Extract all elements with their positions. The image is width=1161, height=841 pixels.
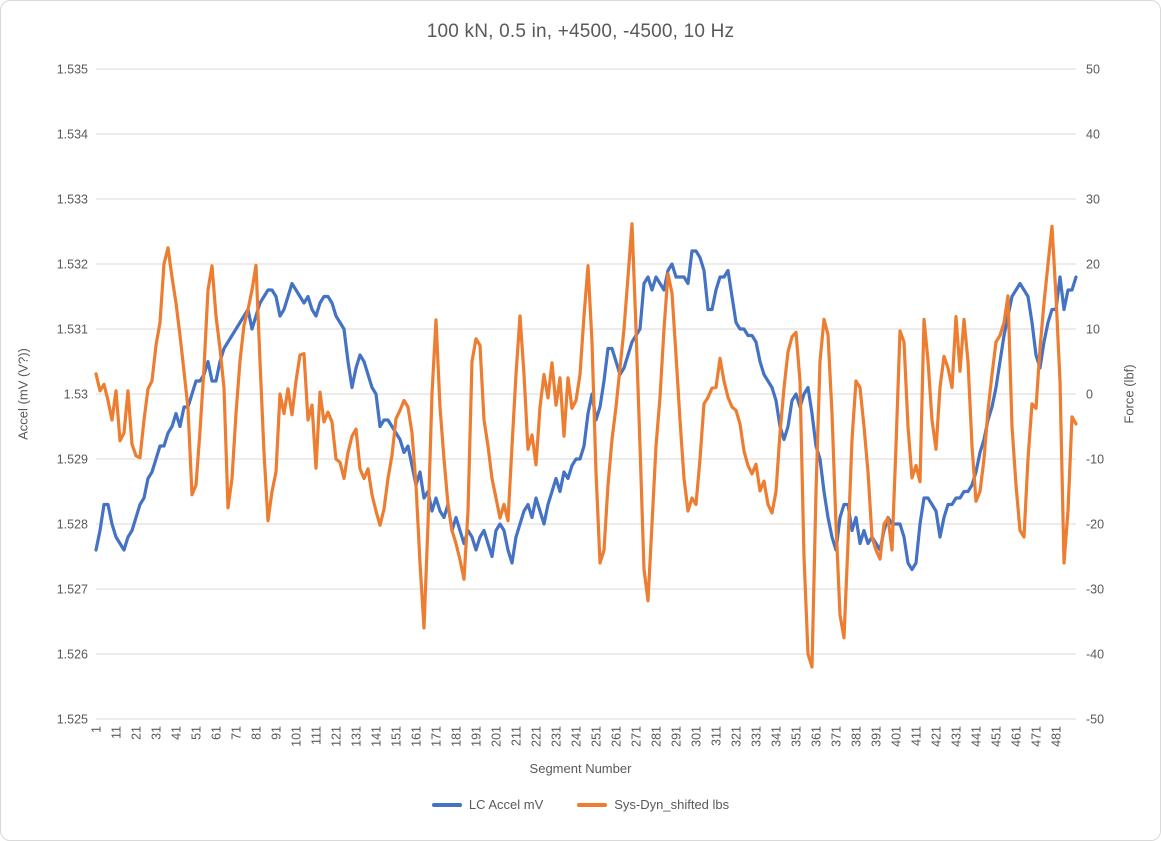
svg-text:11: 11 — [110, 726, 124, 739]
svg-text:281: 281 — [650, 726, 664, 747]
svg-text:341: 341 — [770, 726, 784, 747]
svg-text:161: 161 — [410, 726, 424, 747]
svg-text:-10: -10 — [1086, 453, 1104, 467]
svg-text:211: 211 — [510, 726, 524, 746]
force-line-swatch — [577, 802, 608, 807]
accel-series-line — [94, 249, 1078, 572]
right-axis-tick-labels: 50 40 30 20 10 0 -10 -20 -30 -40 -50 — [1086, 63, 1104, 727]
svg-text:-30: -30 — [1086, 583, 1104, 597]
svg-text:131: 131 — [350, 726, 364, 747]
svg-text:1.534: 1.534 — [57, 128, 88, 142]
svg-text:1.529: 1.529 — [57, 453, 88, 467]
right-axis-title: Force (lbf) — [1121, 364, 1137, 424]
chart-legend: LC Accel mV Sys-Dyn_shifted lbs — [1, 797, 1160, 812]
svg-text:271: 271 — [630, 726, 644, 747]
x-axis-tick-labels: 1 11 21 31 41 51 61 71 81 91 101 111 121 131 141 151 161… — [90, 726, 1064, 747]
accel-line-swatch — [431, 802, 462, 807]
svg-text:471: 471 — [1030, 726, 1044, 747]
svg-text:1.525: 1.525 — [57, 713, 88, 727]
svg-text:50: 50 — [1086, 63, 1100, 77]
svg-text:1.53: 1.53 — [64, 388, 88, 402]
svg-text:321: 321 — [730, 726, 744, 747]
svg-text:71: 71 — [230, 726, 244, 740]
svg-text:381: 381 — [850, 726, 864, 747]
force-series-line — [94, 222, 1078, 669]
svg-text:40: 40 — [1086, 128, 1100, 142]
svg-text:251: 251 — [590, 726, 604, 747]
svg-text:1.535: 1.535 — [57, 63, 88, 77]
svg-text:101: 101 — [290, 726, 304, 747]
svg-text:1.533: 1.533 — [57, 193, 88, 207]
svg-text:1.526: 1.526 — [57, 648, 88, 662]
svg-text:1.527: 1.527 — [57, 583, 88, 597]
svg-text:181: 181 — [450, 726, 464, 747]
svg-text:261: 261 — [610, 726, 624, 747]
svg-text:461: 461 — [1010, 726, 1024, 747]
svg-text:371: 371 — [830, 726, 844, 747]
svg-text:311: 311 — [710, 726, 724, 746]
svg-text:21: 21 — [130, 726, 144, 740]
svg-text:0: 0 — [1086, 388, 1093, 402]
svg-text:301: 301 — [690, 726, 704, 747]
svg-text:111: 111 — [310, 726, 324, 745]
svg-text:30: 30 — [1086, 193, 1100, 207]
svg-text:141: 141 — [370, 726, 384, 747]
svg-text:451: 451 — [990, 726, 1004, 747]
legend-entry-accel[interactable]: LC Accel mV — [431, 797, 544, 812]
svg-text:-50: -50 — [1086, 713, 1104, 727]
svg-text:241: 241 — [570, 726, 584, 747]
svg-text:331: 331 — [750, 726, 764, 747]
svg-text:1: 1 — [90, 726, 104, 733]
svg-text:61: 61 — [210, 726, 224, 740]
svg-text:441: 441 — [970, 726, 984, 747]
legend-entry-force[interactable]: Sys-Dyn_shifted lbs — [577, 797, 729, 812]
svg-text:481: 481 — [1050, 726, 1064, 747]
legend-label-force: Sys-Dyn_shifted lbs — [614, 797, 730, 812]
left-axis-tick-labels: 1.535 1.534 1.533 1.532 1.531 1.53 1.529 1.528 1… — [57, 63, 88, 727]
chart-title: 100 kN, 0.5 in, +4500, -4500, 10 Hz — [426, 21, 735, 42]
svg-text:1.531: 1.531 — [57, 323, 88, 337]
legend-label-accel: LC Accel mV — [468, 797, 544, 812]
svg-text:361: 361 — [810, 726, 824, 747]
svg-text:151: 151 — [390, 726, 404, 747]
svg-text:81: 81 — [250, 726, 264, 740]
svg-text:231: 231 — [550, 726, 564, 747]
svg-text:171: 171 — [430, 726, 444, 747]
svg-text:391: 391 — [870, 726, 884, 747]
svg-text:20: 20 — [1086, 258, 1100, 272]
gridlines — [96, 68, 1076, 720]
svg-text:221: 221 — [530, 726, 544, 747]
svg-text:191: 191 — [470, 726, 484, 747]
svg-text:91: 91 — [270, 726, 284, 740]
x-axis-title: Segment Number — [529, 761, 632, 776]
svg-text:201: 201 — [490, 726, 504, 747]
svg-text:10: 10 — [1086, 323, 1100, 337]
svg-text:41: 41 — [170, 726, 184, 740]
svg-text:411: 411 — [910, 726, 924, 746]
svg-text:51: 51 — [190, 726, 204, 740]
svg-text:431: 431 — [950, 726, 964, 747]
left-axis-title: Accel (mV (V?)) — [15, 348, 31, 440]
svg-text:31: 31 — [150, 726, 164, 740]
svg-text:1.532: 1.532 — [57, 258, 88, 272]
svg-text:1.528: 1.528 — [57, 518, 88, 532]
svg-text:291: 291 — [670, 726, 684, 747]
svg-text:351: 351 — [790, 726, 804, 747]
svg-text:401: 401 — [890, 726, 904, 747]
svg-text:-20: -20 — [1086, 518, 1104, 532]
svg-text:121: 121 — [330, 726, 344, 747]
svg-text:-40: -40 — [1086, 648, 1104, 662]
svg-text:421: 421 — [930, 726, 944, 747]
